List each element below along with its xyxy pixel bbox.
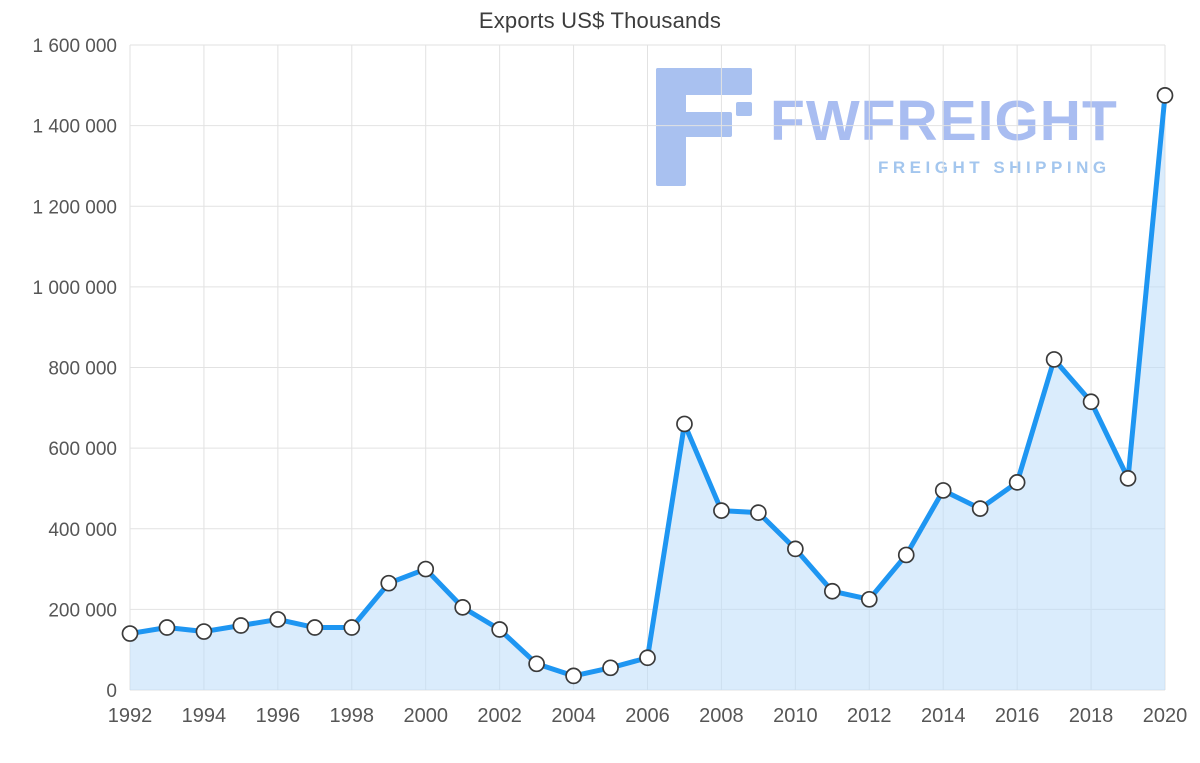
data-point-marker <box>454 599 472 616</box>
data-point-marker <box>1045 351 1063 368</box>
y-axis-tick-label: 1 000 000 <box>32 278 117 299</box>
data-point-marker <box>269 611 287 628</box>
data-point-marker <box>306 619 324 636</box>
x-axis-tick-label: 2018 <box>1069 705 1114 727</box>
y-axis-tick-label: 0 <box>106 681 117 702</box>
y-axis-tick-label: 600 000 <box>48 439 117 460</box>
data-point-marker <box>934 482 952 499</box>
data-point-marker <box>1156 87 1174 104</box>
data-point-marker <box>787 540 804 558</box>
data-point-marker <box>528 655 545 673</box>
data-point-marker <box>565 667 582 685</box>
x-axis-tick-label: 2006 <box>625 705 670 727</box>
data-point-marker <box>676 415 693 433</box>
x-axis-tick-label: 1996 <box>256 705 301 727</box>
data-point-marker <box>860 590 878 608</box>
chart-title: Exports US$ Thousands <box>478 8 722 33</box>
data-point-marker <box>158 619 176 636</box>
x-axis-tick-label: 2002 <box>477 705 522 727</box>
data-point-marker <box>1119 470 1137 487</box>
y-axis-tick-label: 1 600 000 <box>32 36 117 57</box>
y-axis-tick-label: 1 200 000 <box>32 197 117 218</box>
x-axis-tick-label: 2016 <box>995 705 1040 727</box>
data-point-marker <box>417 560 435 578</box>
data-point-marker <box>1082 393 1100 411</box>
y-axis-tick-label: 1 400 000 <box>32 117 117 138</box>
x-axis-tick-label: 2004 <box>551 705 596 727</box>
x-axis-tick-label: 2020 <box>1143 705 1188 727</box>
data-point-marker <box>121 625 139 642</box>
fwfreight-logo-icon <box>656 68 752 186</box>
data-point-marker <box>823 582 841 600</box>
x-axis-tick-label: 2012 <box>847 705 892 727</box>
y-axis-tick-label: 400 000 <box>48 520 117 541</box>
data-point-marker <box>971 500 989 517</box>
data-point-marker <box>343 619 361 636</box>
data-point-marker <box>380 574 398 592</box>
data-point-marker <box>1008 474 1026 491</box>
series-area-fill <box>130 95 1165 690</box>
data-point-marker <box>232 617 250 634</box>
y-axis-tick-label: 200 000 <box>48 600 117 621</box>
data-point-marker <box>750 504 767 521</box>
data-point-marker <box>639 649 656 667</box>
data-point-marker <box>195 623 213 640</box>
x-axis-tick-label: 2010 <box>773 705 818 727</box>
x-axis-tick-label: 2000 <box>403 705 448 727</box>
y-axis-tick-label: 800 000 <box>48 359 117 380</box>
data-point-marker <box>897 546 915 564</box>
data-point-marker <box>491 621 508 638</box>
x-axis-tick-label: 2008 <box>699 705 744 727</box>
x-axis-tick-label: 1994 <box>182 705 227 727</box>
data-point-marker <box>602 659 619 677</box>
x-axis-tick-label: 1992 <box>108 705 153 727</box>
x-axis-tick-label: 1998 <box>330 705 375 727</box>
x-axis-tick-label: 2014 <box>921 705 966 727</box>
data-point-marker <box>713 502 730 519</box>
watermark-subtitle-text: FREIGHT SHIPPING <box>878 158 1111 177</box>
